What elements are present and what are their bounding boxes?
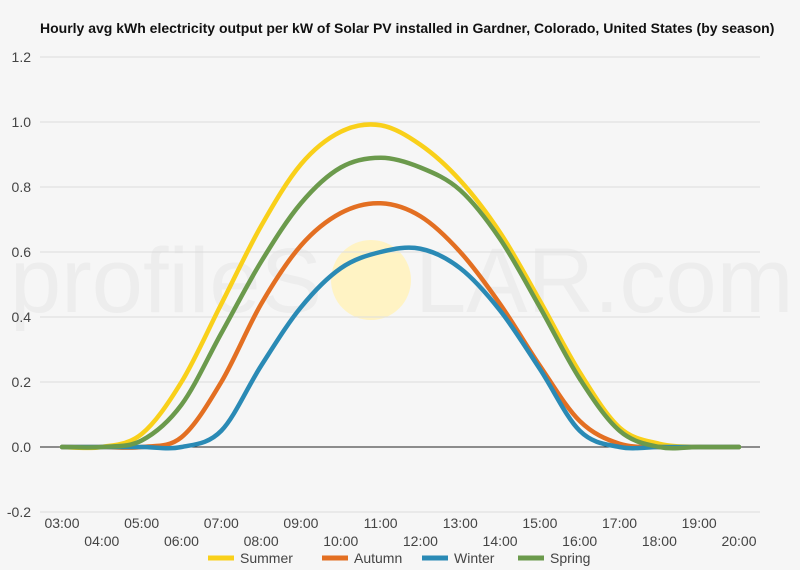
- chart-title: Hourly avg kWh electricity output per kW…: [40, 20, 774, 36]
- legend-label: Spring: [550, 550, 590, 566]
- x-tick-label: 13:00: [443, 515, 478, 531]
- x-tick-label: 03:00: [44, 515, 79, 531]
- y-tick-label: 0.6: [12, 244, 32, 260]
- x-tick-label: 05:00: [124, 515, 159, 531]
- series-line-autumn: [59, 200, 742, 450]
- y-tick-label: 0.4: [12, 309, 32, 325]
- series-line-winter: [59, 245, 742, 451]
- series-line-spring: [59, 155, 742, 451]
- x-tick-label: 19:00: [682, 515, 717, 531]
- y-tick-label: 1.2: [12, 49, 32, 65]
- y-tick-label: 1.0: [12, 114, 32, 130]
- watermark: profileS LAR.com: [10, 230, 793, 332]
- y-axis: -0.2 0.0 0.2 0.4 0.6 0.8 1.0 1.2: [7, 49, 31, 520]
- series-lines: [59, 122, 742, 451]
- y-tick-label: 0.0: [12, 439, 32, 455]
- x-tick-label: 14:00: [483, 533, 518, 549]
- x-tick-label: 07:00: [204, 515, 239, 531]
- watermark-text-right: LAR.com: [415, 230, 793, 332]
- x-tick-label: 20:00: [721, 533, 756, 549]
- x-tick-label: 08:00: [244, 533, 279, 549]
- legend-item-winter: Winter: [422, 550, 495, 566]
- legend-label: Autumn: [354, 550, 402, 566]
- x-tick-label: 16:00: [562, 533, 597, 549]
- legend: Summer Autumn Winter Spring: [208, 550, 590, 566]
- legend-label: Winter: [454, 550, 495, 566]
- x-tick-label: 09:00: [283, 515, 318, 531]
- x-tick-label: 11:00: [364, 515, 398, 531]
- legend-item-spring: Spring: [518, 550, 590, 566]
- legend-item-autumn: Autumn: [322, 550, 402, 566]
- legend-item-summer: Summer: [208, 550, 293, 566]
- x-tick-label: 12:00: [403, 533, 438, 549]
- x-tick-label: 17:00: [602, 515, 637, 531]
- y-tick-label: 0.8: [12, 179, 32, 195]
- grid: [40, 56, 760, 513]
- series-line-summer: [59, 122, 742, 451]
- x-tick-label: 04:00: [84, 533, 119, 549]
- x-tick-label: 15:00: [522, 515, 557, 531]
- legend-label: Summer: [240, 550, 293, 566]
- x-tick-label: 10:00: [323, 533, 358, 549]
- y-tick-label: 0.2: [12, 374, 32, 390]
- x-tick-label: 06:00: [164, 533, 199, 549]
- y-tick-label: -0.2: [7, 504, 31, 520]
- x-tick-label: 18:00: [642, 533, 677, 549]
